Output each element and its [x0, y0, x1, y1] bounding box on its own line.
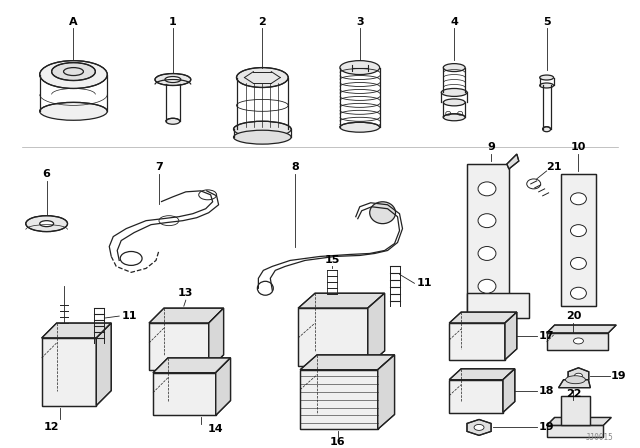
Ellipse shape — [540, 75, 554, 80]
Ellipse shape — [52, 63, 95, 81]
Ellipse shape — [478, 246, 496, 260]
Polygon shape — [505, 312, 517, 360]
Ellipse shape — [237, 68, 288, 87]
Polygon shape — [449, 323, 505, 360]
Text: 6: 6 — [43, 169, 51, 179]
Ellipse shape — [566, 376, 586, 383]
Polygon shape — [449, 369, 515, 380]
Polygon shape — [300, 370, 378, 429]
Ellipse shape — [573, 338, 584, 344]
Text: 19: 19 — [611, 371, 626, 381]
Ellipse shape — [165, 77, 181, 82]
Ellipse shape — [155, 73, 191, 86]
Polygon shape — [547, 426, 604, 437]
Ellipse shape — [166, 118, 180, 124]
Ellipse shape — [444, 64, 465, 72]
Text: 14: 14 — [208, 424, 223, 435]
Text: 11: 11 — [417, 278, 432, 289]
Polygon shape — [42, 323, 111, 338]
Polygon shape — [42, 338, 97, 405]
Text: 3: 3 — [356, 17, 364, 27]
Polygon shape — [507, 154, 519, 169]
Polygon shape — [559, 380, 590, 388]
Text: 17: 17 — [539, 331, 554, 341]
Text: 12: 12 — [44, 422, 60, 432]
Polygon shape — [561, 396, 590, 426]
Text: 21: 21 — [546, 162, 561, 172]
Polygon shape — [467, 164, 509, 318]
Polygon shape — [149, 323, 209, 370]
Polygon shape — [300, 355, 394, 370]
Text: 20: 20 — [566, 311, 581, 321]
Polygon shape — [368, 293, 385, 366]
Text: A: A — [69, 17, 78, 27]
Text: 18: 18 — [539, 386, 554, 396]
Text: 22: 22 — [566, 388, 581, 399]
Text: 8: 8 — [291, 162, 299, 172]
Ellipse shape — [570, 224, 586, 237]
Polygon shape — [547, 325, 616, 333]
Polygon shape — [449, 312, 517, 323]
Polygon shape — [153, 373, 216, 415]
Text: 2: 2 — [259, 17, 266, 27]
Polygon shape — [467, 293, 529, 318]
Ellipse shape — [444, 114, 465, 121]
Text: 16: 16 — [330, 437, 346, 448]
Polygon shape — [568, 368, 589, 383]
Ellipse shape — [444, 99, 465, 106]
Ellipse shape — [234, 121, 291, 137]
Ellipse shape — [478, 214, 496, 228]
Polygon shape — [298, 293, 385, 308]
Ellipse shape — [40, 221, 54, 227]
Polygon shape — [503, 369, 515, 413]
Text: 4: 4 — [451, 17, 458, 27]
Polygon shape — [378, 355, 394, 429]
Polygon shape — [467, 419, 491, 435]
Ellipse shape — [575, 373, 582, 378]
Polygon shape — [149, 308, 223, 323]
Polygon shape — [449, 380, 503, 413]
Ellipse shape — [570, 287, 586, 299]
Ellipse shape — [543, 127, 550, 132]
Ellipse shape — [26, 215, 68, 232]
Text: 15: 15 — [324, 255, 340, 265]
Ellipse shape — [370, 202, 396, 224]
Text: 10: 10 — [571, 142, 586, 152]
Text: 1: 1 — [169, 17, 177, 27]
Ellipse shape — [40, 60, 108, 88]
Polygon shape — [97, 323, 111, 405]
Polygon shape — [216, 358, 230, 415]
Ellipse shape — [570, 193, 586, 205]
Polygon shape — [547, 333, 608, 350]
Polygon shape — [298, 308, 368, 366]
Polygon shape — [547, 418, 611, 426]
Polygon shape — [153, 358, 230, 373]
Ellipse shape — [40, 103, 108, 120]
Ellipse shape — [234, 130, 291, 144]
Polygon shape — [561, 174, 596, 306]
Ellipse shape — [478, 279, 496, 293]
Text: 7: 7 — [155, 162, 163, 172]
Ellipse shape — [441, 88, 467, 96]
Ellipse shape — [340, 60, 380, 74]
Ellipse shape — [540, 83, 554, 88]
Text: 13: 13 — [178, 288, 193, 298]
Polygon shape — [209, 308, 223, 370]
Text: 19: 19 — [539, 422, 554, 432]
Text: 9: 9 — [487, 142, 495, 152]
Text: JJ0015: JJ0015 — [586, 433, 613, 442]
Ellipse shape — [478, 182, 496, 196]
Ellipse shape — [570, 258, 586, 269]
Ellipse shape — [340, 122, 380, 132]
Text: 11: 11 — [122, 311, 137, 321]
Ellipse shape — [474, 424, 484, 431]
Text: 5: 5 — [543, 17, 550, 27]
